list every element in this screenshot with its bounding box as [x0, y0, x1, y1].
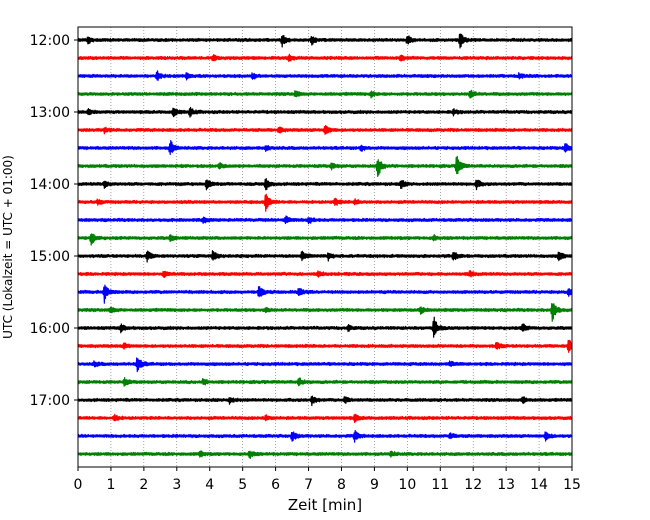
- series-trace: [77, 450, 573, 460]
- series-trace: [77, 413, 573, 423]
- series-trace: [77, 316, 573, 338]
- x-tick-label: 8: [337, 477, 346, 493]
- series-trace: [77, 215, 573, 225]
- y-tick-label: 15:00: [30, 249, 70, 265]
- y-axis-label: UTC (Lokalzeit = UTC + 01:00): [1, 155, 15, 339]
- y-tick-label: 17:00: [30, 393, 70, 409]
- y-tick-label: 16:00: [30, 321, 70, 337]
- x-tick-label: 7: [304, 477, 313, 493]
- series-trace: [77, 33, 573, 49]
- series-trace: [77, 89, 573, 99]
- y-axis-ticks: 12:00 13:00 14:00 15:00 16:00 17:00: [30, 33, 78, 409]
- series-trace: [77, 106, 573, 118]
- x-axis-ticks: 0 1 2 3 4 5 6 7 8 9 10 11 12 13 14 15: [74, 467, 581, 493]
- x-tick-label: 6: [271, 477, 280, 493]
- series-trace: [77, 284, 573, 304]
- x-tick-label: 3: [172, 477, 181, 493]
- y-tick-label: 13:00: [30, 105, 70, 121]
- x-tick-label: 4: [205, 477, 214, 493]
- series-trace: [77, 193, 573, 212]
- series-trace: [77, 395, 573, 407]
- series-trace: [77, 376, 573, 387]
- x-axis-label: Zeit [min]: [288, 496, 362, 514]
- series-trace: [77, 139, 573, 156]
- series-trace: [77, 339, 573, 353]
- series-trace: [77, 357, 573, 373]
- x-tick-label: 13: [497, 477, 515, 493]
- plot-frame: [77, 26, 573, 468]
- series-trace: [77, 270, 573, 279]
- series-trace: [77, 233, 573, 246]
- series-trace: [77, 125, 573, 135]
- series-trace: [77, 303, 573, 322]
- chart-traces: [77, 33, 573, 460]
- x-tick-label: 2: [139, 477, 148, 493]
- x-tick-label: 12: [464, 477, 482, 493]
- series-trace: [77, 155, 573, 178]
- chart-grid: [110, 27, 540, 467]
- x-tick-label: 9: [370, 477, 379, 493]
- series-trace: [77, 429, 573, 443]
- x-tick-label: 10: [398, 477, 416, 493]
- y-tick-label: 12:00: [30, 33, 70, 49]
- series-trace: [77, 53, 573, 63]
- x-tick-label: 14: [530, 477, 548, 493]
- x-tick-label: 1: [106, 477, 115, 493]
- x-tick-label: 11: [431, 477, 449, 493]
- series-trace: [77, 178, 573, 191]
- series-trace: [77, 70, 573, 81]
- series-trace: [77, 250, 573, 263]
- y-tick-label: 14:00: [30, 177, 70, 193]
- x-tick-label: 15: [563, 477, 581, 493]
- x-tick-label: 5: [238, 477, 247, 493]
- x-tick-label: 0: [74, 477, 83, 493]
